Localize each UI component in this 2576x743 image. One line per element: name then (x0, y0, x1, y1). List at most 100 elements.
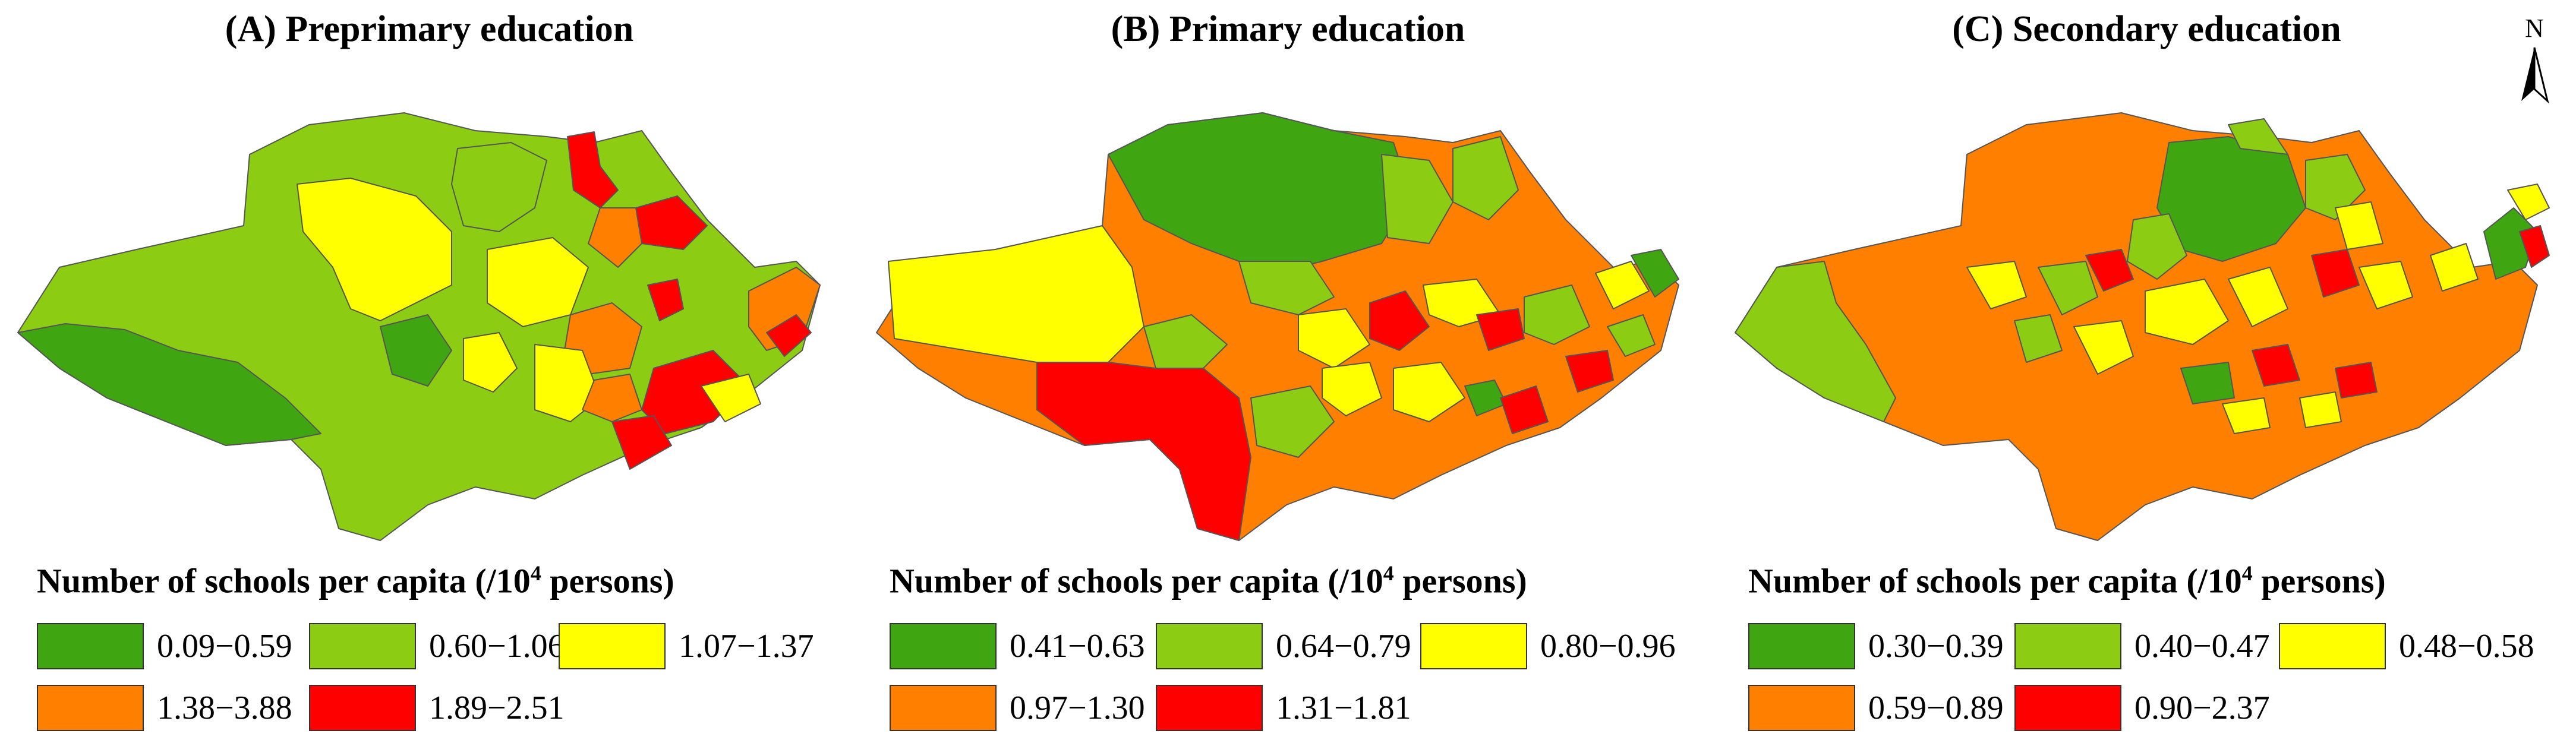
map-region (2127, 213, 2187, 280)
legend-swatch (1156, 623, 1263, 669)
legend-swatch (2014, 623, 2121, 669)
map-region (582, 374, 642, 422)
legend-swatch (2279, 623, 2386, 669)
map-region (588, 207, 642, 268)
legend-label: 0.64−0.79 (1276, 628, 1411, 665)
legend-label: 0.41−0.63 (1010, 628, 1145, 665)
legend-swatch (309, 623, 416, 669)
map-region (1452, 136, 1519, 220)
panel-title: (B) Primary education (1111, 9, 1465, 49)
legend-swatch (37, 685, 144, 731)
map-region (1143, 314, 1228, 369)
choropleth-map (1735, 112, 2550, 541)
map-region (1369, 290, 1430, 351)
map-region (2145, 279, 2229, 345)
map-region (611, 415, 672, 470)
legend-label: 0.40−0.47 (2134, 628, 2270, 665)
legend-title: Number of schools per capita (/104 perso… (37, 561, 674, 600)
legend-swatch (1420, 623, 1527, 669)
legend-item: 0.90−2.37 (2014, 684, 2270, 732)
legend-swatch (890, 623, 997, 669)
legend-item: 0.09−0.59 (37, 622, 292, 670)
map-region (1524, 284, 1590, 345)
legend-label: 0.60−1.06 (429, 628, 565, 665)
north-label: N (2525, 14, 2544, 43)
map-region (567, 131, 619, 208)
legend-item: 0.40−0.47 (2014, 622, 2270, 670)
map-region (2252, 344, 2300, 387)
map-region (297, 178, 452, 321)
map-region (1735, 112, 2538, 541)
map-region (2311, 249, 2360, 298)
legend-item: 1.38−3.88 (37, 684, 292, 732)
legend-swatch (37, 623, 144, 669)
legend-swatch (2014, 685, 2121, 731)
legend-label: 0.97−1.30 (1010, 690, 1145, 726)
map-region (888, 225, 1144, 363)
legend-item: 0.30−0.39 (1748, 622, 2004, 670)
legend-label: 0.80−0.96 (1540, 628, 1676, 665)
map-region (1607, 314, 1656, 357)
panel-title: (C) Secondary education (1952, 9, 2341, 49)
legend-label: 0.48−0.58 (2399, 628, 2534, 665)
map-region (1238, 261, 1335, 315)
legend-swatch (309, 685, 416, 731)
map-region (2519, 225, 2550, 268)
map-region (2038, 261, 2098, 315)
panel-a: (A) Preprimary education (0, 0, 859, 743)
legend-swatch (1156, 685, 1263, 731)
map-region (1036, 362, 1251, 541)
legend-swatch (1748, 685, 1855, 731)
map-region (647, 279, 684, 321)
legend-item: 0.97−1.30 (890, 684, 1145, 732)
map-region (463, 332, 518, 393)
legend-swatch (890, 685, 997, 731)
map-region (1595, 261, 1650, 309)
panel-b: (B) Primary education (859, 0, 1717, 743)
map-region (380, 314, 452, 387)
map-region (1735, 261, 1896, 422)
legend-swatch (559, 623, 666, 669)
map-region (2359, 261, 2413, 309)
legend-item: 0.60−1.06 (309, 622, 565, 670)
legend-label: 1.31−1.81 (1276, 690, 1411, 726)
map-region (701, 374, 761, 422)
north-arrow-icon: N (2517, 12, 2552, 107)
legend-item: 1.89−2.51 (309, 684, 565, 732)
legend-item: 1.07−1.37 (559, 622, 814, 670)
panel-c: (C) Secondary education (1717, 0, 2576, 743)
legend-label: 0.90−2.37 (2134, 690, 2270, 726)
map-region (2014, 314, 2063, 363)
map-region (1476, 308, 1525, 351)
map-region (1298, 308, 1370, 369)
map-region (1393, 362, 1465, 422)
map-region (451, 142, 547, 232)
map-region (1966, 261, 2027, 309)
legend-item: 0.59−0.89 (1748, 684, 2004, 732)
legend-item: 0.48−0.58 (2279, 622, 2534, 670)
map-region (2228, 267, 2288, 327)
map-region (17, 323, 321, 446)
map-region (2228, 118, 2288, 155)
legend-label: 0.09−0.59 (157, 628, 292, 665)
legend-title: Number of schools per capita (/104 perso… (890, 561, 1527, 600)
legend-item: 1.31−1.81 (1156, 684, 1411, 732)
map-region (2335, 362, 2378, 399)
map-region (1565, 350, 1614, 393)
map-region (1631, 249, 1679, 298)
panel-title: (A) Preprimary education (225, 9, 634, 49)
map-region (1381, 154, 1453, 244)
map-region (2180, 362, 2235, 404)
map-region (2507, 184, 2550, 220)
choropleth-map (876, 112, 1679, 541)
legend-title: Number of schools per capita (/104 perso… (1748, 561, 2386, 600)
legend-label: 0.30−0.39 (1868, 628, 2004, 665)
map-region (766, 314, 812, 357)
map-region (2430, 243, 2479, 292)
legend-label: 1.89−2.51 (429, 690, 565, 726)
legend-label: 0.59−0.89 (1868, 690, 2004, 726)
legend-item: 0.64−0.79 (1156, 622, 1411, 670)
map-region (2085, 249, 2134, 292)
map-region (1322, 362, 1382, 416)
map-region (2335, 201, 2383, 250)
